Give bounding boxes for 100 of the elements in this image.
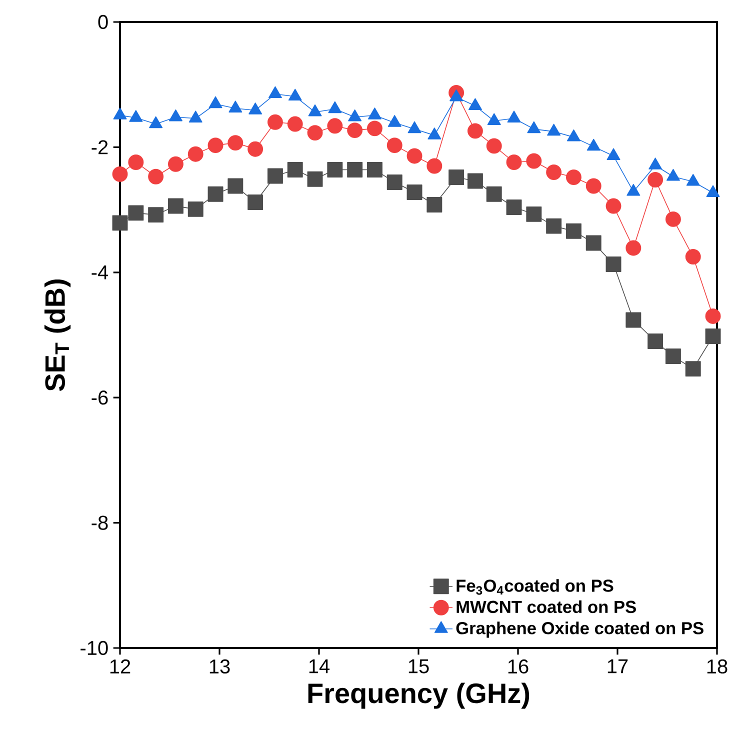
point	[406, 148, 422, 164]
point	[388, 115, 402, 127]
point	[705, 308, 721, 324]
point	[665, 348, 681, 364]
point	[188, 146, 204, 162]
point	[648, 334, 664, 349]
y-tick-label: -10	[80, 640, 108, 656]
point	[586, 178, 602, 194]
y-axis-title: SE$_{T}$ (dB)	[44, 280, 71, 392]
point	[506, 154, 522, 170]
legend-label: MWCNT coated on PS	[456, 600, 636, 614]
point	[347, 122, 363, 138]
point	[112, 215, 128, 231]
point	[288, 88, 302, 101]
point	[426, 197, 442, 213]
point	[408, 121, 422, 134]
point	[606, 198, 622, 214]
point	[208, 186, 224, 202]
x-tick-label: 18	[707, 659, 728, 674]
point	[149, 116, 163, 128]
point	[267, 114, 283, 130]
point	[228, 178, 244, 194]
point	[487, 113, 501, 125]
point	[307, 125, 323, 141]
point	[208, 138, 224, 154]
point	[386, 174, 402, 190]
point	[626, 240, 642, 256]
y-tick-label: -4	[92, 266, 108, 280]
point	[129, 110, 143, 122]
point	[586, 138, 600, 151]
point	[386, 138, 402, 154]
point	[467, 173, 483, 189]
point	[148, 207, 164, 223]
point	[368, 108, 382, 120]
point	[626, 184, 640, 196]
point	[566, 129, 580, 142]
point	[287, 116, 303, 132]
point	[228, 135, 244, 151]
x-tick-label: 17	[608, 659, 628, 674]
point	[168, 156, 184, 172]
legend-label: Graphene Oxide coated on PS	[456, 622, 704, 638]
point	[648, 172, 664, 188]
point	[366, 162, 382, 178]
y-tick-label: 0	[98, 14, 108, 30]
point	[248, 194, 264, 210]
point	[406, 184, 422, 200]
point	[327, 162, 343, 178]
point	[685, 249, 701, 264]
x-axis-title: Frequency (GHz)	[308, 682, 530, 709]
point	[526, 153, 542, 169]
point	[648, 158, 662, 170]
point	[128, 154, 144, 170]
point	[248, 102, 262, 114]
point	[686, 174, 700, 186]
point	[606, 256, 622, 272]
point	[307, 171, 323, 187]
point	[486, 186, 502, 202]
point	[566, 223, 582, 239]
point	[366, 120, 382, 136]
point	[128, 205, 144, 221]
point	[706, 185, 720, 197]
legend-label: Fe$_{3}$O$_{4}$coated on PS	[456, 579, 614, 595]
point	[428, 128, 442, 140]
point	[248, 141, 264, 157]
point	[586, 235, 602, 251]
point	[448, 170, 464, 185]
point	[112, 166, 128, 182]
x-tick-label: 15	[408, 659, 429, 674]
y-tick-label: -8	[92, 516, 108, 530]
point	[267, 168, 283, 184]
point	[327, 118, 343, 134]
x-tick-label: 14	[309, 659, 330, 674]
point	[606, 148, 620, 160]
point	[268, 86, 282, 98]
point	[228, 100, 242, 112]
x-tick-label: 12	[110, 659, 130, 674]
point	[188, 110, 202, 122]
y-tick-label: -2	[92, 140, 108, 154]
point	[188, 201, 204, 217]
x-tick-label: 13	[210, 659, 230, 674]
point	[347, 162, 363, 178]
point	[486, 138, 502, 154]
point	[168, 198, 184, 214]
point	[426, 158, 442, 174]
point	[328, 101, 342, 114]
point	[566, 170, 582, 185]
point	[626, 312, 642, 328]
point	[665, 211, 681, 227]
x-tick-label: 16	[508, 659, 528, 674]
point	[507, 110, 521, 122]
point	[506, 200, 522, 216]
point	[168, 109, 182, 122]
point	[468, 98, 482, 110]
point	[287, 162, 303, 178]
point	[705, 328, 721, 344]
point	[308, 104, 322, 116]
point	[208, 96, 222, 108]
y-tick-label: -6	[92, 390, 108, 405]
point	[685, 361, 701, 377]
point	[666, 168, 680, 181]
